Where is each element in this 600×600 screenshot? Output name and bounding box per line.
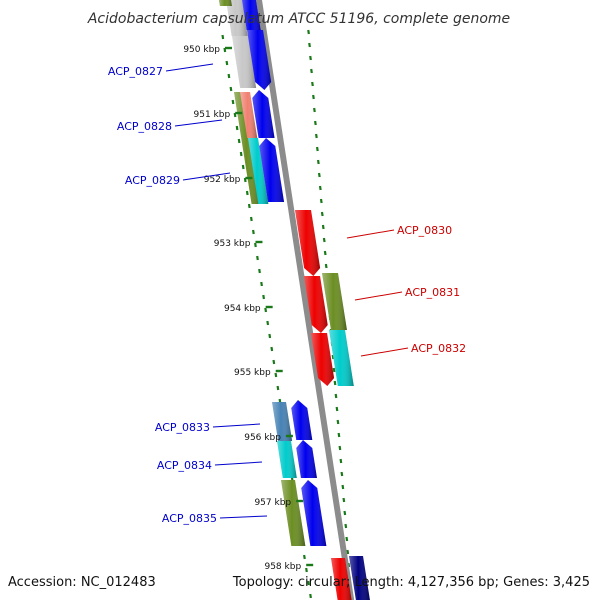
ruler-dot [267,321,268,325]
feature-block-shade [291,400,312,440]
ruler-dot [233,100,234,104]
gene-label[interactable]: ACP_0833 [155,421,210,434]
tick-label: 950 kbp [183,45,220,55]
label-leader [213,424,260,427]
tick-label: 958 kbp [264,562,301,572]
ruler-dot [323,225,324,229]
ruler-dot [261,282,262,286]
ruler-dot [340,446,341,450]
ruler-dot [276,373,277,377]
ruler-dot [345,524,346,528]
ruler-dot [314,108,315,112]
ruler-dot [326,264,327,268]
ruler-dot [308,30,309,34]
feature-block-shade [296,440,317,478]
ruler-dot [237,126,238,130]
ruler-dot [310,594,311,598]
ruler-dot [343,485,344,489]
accession-text: Accession: NC_012483 [8,575,156,590]
tick-label: 953 kbp [214,239,251,249]
ruler-dot [344,498,345,502]
genome-map: 950 kbp951 kbp952 kbp953 kbp954 kbp955 k… [0,0,600,600]
ruler-dot [312,82,313,86]
ruler-dot [241,152,242,156]
gene-label[interactable]: ACP_0829 [125,174,180,187]
ruler-dot [310,56,311,60]
ruler-dot [342,472,343,476]
ruler-dot [231,87,232,91]
tick-label: 957 kbp [254,498,291,508]
ruler-dot [324,238,325,242]
ruler-dot [346,537,347,541]
ruler-dot [320,186,321,190]
ruler-dot [341,459,342,463]
tick-label: 954 kbp [224,304,261,314]
ruler-dot [311,69,312,73]
ruler-dot [271,347,272,351]
label-leader [347,230,394,238]
ruler-dot [227,61,228,65]
ruler-dot [336,394,337,398]
ruler-dot [263,295,264,299]
ruler-dot [249,204,250,208]
ruler-dot [243,165,244,169]
ruler-dot [278,386,279,390]
ruler-dot [335,381,336,385]
ruler-dot [255,243,256,247]
ruler-dot [316,134,317,138]
ruler-dot [259,269,260,273]
ruler-dot [309,43,310,47]
label-leader [361,348,408,356]
ruler-dot [318,160,319,164]
ruler-dot [313,95,314,99]
map-title: Acidobacterium capsulatum ATCC 51196, co… [87,11,510,27]
gene-label[interactable]: ACP_0827 [108,65,163,78]
label-leader [220,516,267,518]
ruler-dot [269,334,270,338]
gene-label[interactable]: ACP_0835 [162,512,217,525]
ruler-dot [274,360,275,364]
label-leader [215,462,262,465]
feature-block-shade [277,441,297,478]
ruler-dot [325,251,326,255]
ruler-dot [239,139,240,143]
label-leader [166,64,213,71]
feature-track [219,0,370,600]
gene-label[interactable]: ACP_0828 [117,120,172,133]
ruler-dot [304,555,305,559]
feature-block-shade [301,480,326,546]
ruler-dot [251,217,252,221]
ruler-dot [306,568,307,572]
ruler-dot [334,368,335,372]
ruler-dot [257,256,258,260]
ruler-dot [315,121,316,125]
ruler-dot [319,173,320,177]
gene-label[interactable]: ACP_0830 [397,224,452,237]
topology-text: Topology: circular; Length: 4,127,356 bp… [232,575,590,590]
gene-label[interactable]: ACP_0832 [411,342,466,355]
tick-label: 951 kbp [194,110,231,120]
ruler-dot [317,147,318,151]
gene-label[interactable]: ACP_0834 [157,459,212,472]
ruler-dot [339,433,340,437]
ruler-dot [321,199,322,203]
ruler-dot [265,308,266,312]
ruler-dot [338,420,339,424]
feature-block-shade [219,0,232,6]
ruler-dot [247,191,248,195]
gene-label[interactable]: ACP_0831 [405,286,460,299]
ruler-dot [322,212,323,216]
tick-label: 955 kbp [234,368,271,378]
ruler-dot [253,230,254,234]
ruler-dot [222,35,223,39]
ruler-dot [347,550,348,554]
ruler-dot [345,511,346,515]
label-leader [355,292,402,300]
tick-label: 956 kbp [244,433,281,443]
ruler-dot [229,74,230,78]
label-leader [175,120,222,126]
ruler-dot [337,407,338,411]
